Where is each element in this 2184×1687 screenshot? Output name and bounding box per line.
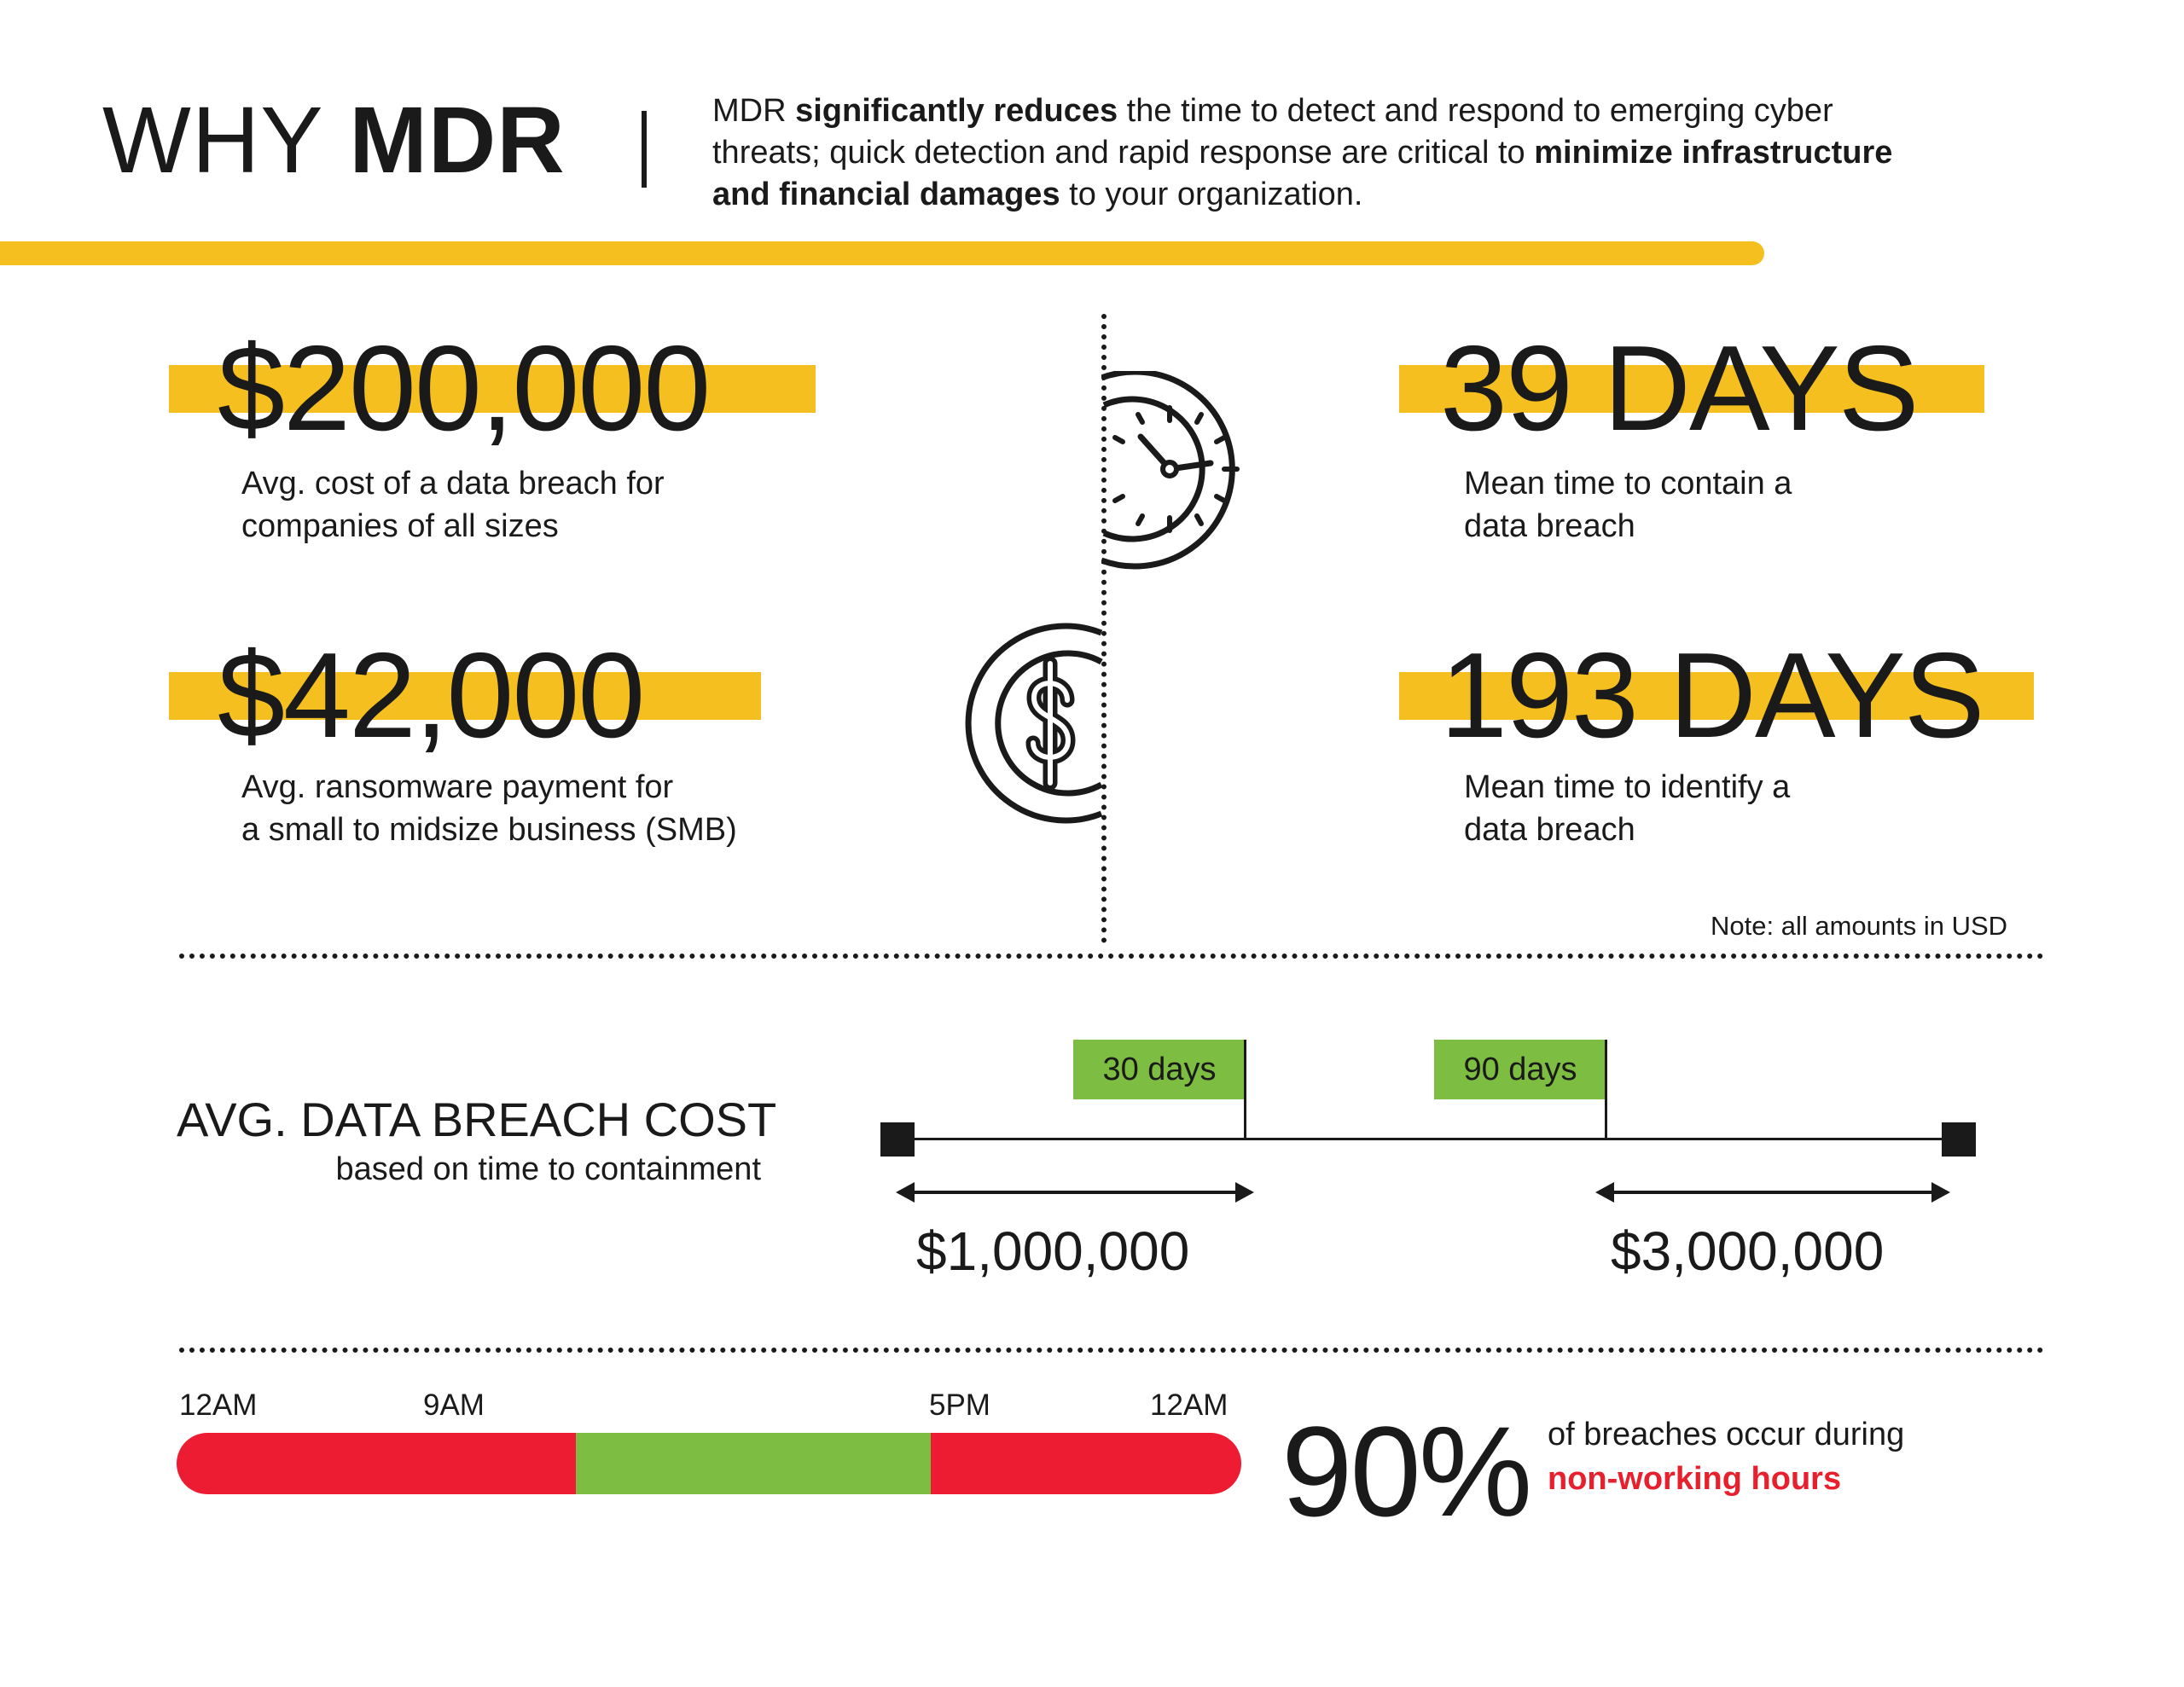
title-light: WHY [102, 88, 322, 193]
caption-line: Avg. cost of a data breach for [241, 466, 665, 501]
stat-value-avg-breach-cost: $200,000 [218, 321, 711, 456]
hour-label: 9AM [423, 1388, 485, 1422]
dollar-coin-icon [965, 623, 1103, 824]
stat-highlight [1399, 672, 2034, 720]
title-bold: MDR [349, 88, 566, 193]
page-title: WHY MDR [102, 94, 566, 188]
breach-cost-subtitle: based on time to containment [335, 1151, 761, 1187]
intro-bold-2: minimize infrastructure and financial da… [712, 135, 1893, 212]
caption-line: companies of all sizes [241, 508, 559, 544]
clock-icon [1101, 371, 1240, 570]
hours-bar-segment [576, 1433, 931, 1494]
title-separator [642, 111, 647, 188]
intro-bold-1: significantly reduces [795, 93, 1118, 129]
note-usd: Note: all amounts in USD [1711, 911, 2008, 941]
stat-highlight [169, 672, 761, 720]
hours-bar-segment [931, 1433, 1241, 1494]
stat-caption-time-to-contain: Mean time to contain a data breach [1464, 462, 1792, 548]
caption-line: Mean time to identify a [1464, 769, 1791, 805]
cost-90-days: $3,000,000 [1611, 1220, 1885, 1282]
arrow-90-days [1595, 1182, 1950, 1203]
header-divider [0, 241, 1764, 265]
stat-caption-ransomware-payment: Avg. ransomware payment for a small to m… [241, 766, 737, 851]
stat-value-ransomware-payment: $42,000 [218, 628, 645, 763]
tag-30-days: 30 days [1073, 1040, 1246, 1099]
stat-highlight [1399, 365, 1984, 413]
hour-label: 5PM [929, 1388, 990, 1422]
tag-90-days: 90 days [1434, 1040, 1606, 1099]
stat-highlight [169, 365, 816, 413]
stat-value-time-to-contain: 39 DAYS [1440, 321, 1920, 456]
hour-label: 12AM [1150, 1388, 1228, 1422]
non-working-hours-label: non-working hours [1548, 1461, 1842, 1497]
vertical-dotted-divider [1101, 314, 1107, 943]
marker-30-days [1244, 1040, 1246, 1139]
intro-text-3: to your organization. [1060, 177, 1363, 212]
stat-caption-avg-breach-cost: Avg. cost of a data breach for companies… [241, 462, 665, 548]
cost-30-days: $1,000,000 [916, 1220, 1190, 1282]
caption-line: Mean time to contain a [1464, 466, 1792, 501]
horizontal-dotted-divider [179, 1348, 2044, 1353]
timeline-line [897, 1138, 1959, 1140]
hours-bar-segment [177, 1433, 576, 1494]
intro-text-2: the time to detect and respond to emergi… [712, 93, 1833, 171]
percent-caption-line: of breaches occur during [1548, 1417, 1905, 1452]
hour-label: 12AM [179, 1388, 258, 1422]
horizontal-dotted-divider [179, 954, 2044, 959]
hours-bar [177, 1433, 1241, 1494]
stat-value-time-to-identify: 193 DAYS [1440, 628, 1985, 763]
breach-cost-title: AVG. DATA BREACH COST [177, 1093, 777, 1146]
arrow-30-days [896, 1182, 1254, 1203]
percent-value: 90% [1281, 1400, 1532, 1543]
intro-text-1: MDR [712, 93, 796, 129]
caption-line: Avg. ransomware payment for [241, 769, 674, 805]
intro-paragraph: MDR significantly reduces the time to de… [712, 90, 1907, 216]
stat-caption-time-to-identify: Mean time to identify a data breach [1464, 766, 1790, 851]
percent-caption: of breaches occur during non-working hou… [1548, 1412, 1904, 1501]
caption-line: data breach [1464, 508, 1635, 544]
caption-line: data breach [1464, 812, 1635, 848]
caption-line: a small to midsize business (SMB) [241, 812, 737, 848]
marker-90-days [1605, 1040, 1607, 1139]
